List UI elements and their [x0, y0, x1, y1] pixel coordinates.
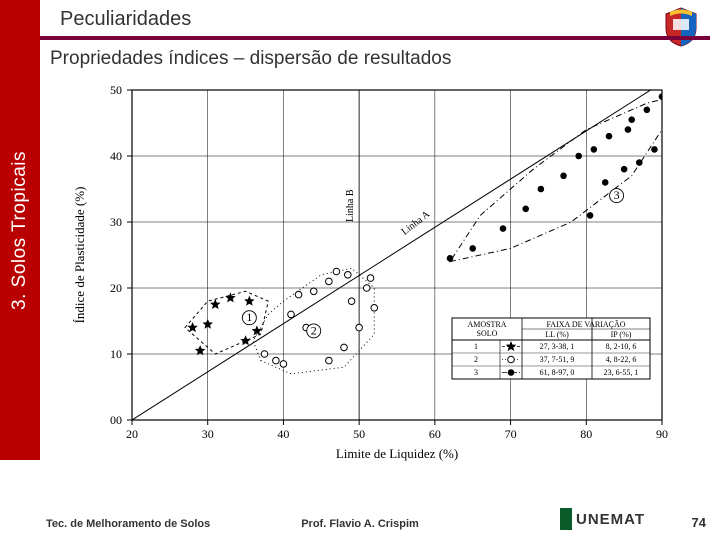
shield-icon	[662, 6, 700, 48]
svg-text:Linha B: Linha B	[345, 189, 356, 222]
slide-title: Peculiaridades	[60, 8, 191, 31]
svg-text:27, 3-38, 1: 27, 3-38, 1	[540, 342, 575, 351]
slide-subtitle: Propriedades índices – dispersão de resu…	[50, 48, 451, 70]
svg-text:8, 2-10, 6: 8, 2-10, 6	[606, 342, 637, 351]
plasticity-chart: 20 30 40 50 60 70 80 90 00 10 20 30 40 50 Limite de Li…	[62, 80, 692, 480]
svg-text:60: 60	[429, 427, 441, 441]
svg-text:80: 80	[580, 427, 592, 441]
svg-text:23, 6-55, 1: 23, 6-55, 1	[604, 368, 639, 377]
svg-text:1: 1	[474, 342, 478, 351]
svg-text:Limite de Liquidez (%): Limite de Liquidez (%)	[336, 446, 458, 461]
logo-text: UNEMAT	[576, 511, 645, 528]
svg-text:LL (%): LL (%)	[545, 330, 569, 339]
footer: Tec. de Melhoramento de Solos Prof. Flav…	[0, 504, 720, 534]
svg-text:2: 2	[474, 355, 478, 364]
svg-text:SOLO: SOLO	[477, 329, 498, 338]
svg-text:40: 40	[110, 149, 122, 163]
svg-text:20: 20	[110, 281, 122, 295]
svg-text:30: 30	[202, 427, 214, 441]
svg-text:50: 50	[353, 427, 365, 441]
svg-text:90: 90	[656, 427, 668, 441]
svg-text:30: 30	[110, 215, 122, 229]
title-rule	[10, 36, 710, 40]
section-sidebar: 3. Solos Tropicais	[0, 0, 40, 460]
svg-text:Índice de Plasticidade (%): Índice de Plasticidade (%)	[72, 187, 87, 324]
svg-text:70: 70	[505, 427, 517, 441]
logo-mark-icon	[560, 508, 572, 530]
svg-text:4, 8-22, 6: 4, 8-22, 6	[606, 355, 637, 364]
page-number: 74	[692, 515, 706, 530]
svg-text:00: 00	[110, 413, 122, 427]
svg-text:10: 10	[110, 347, 122, 361]
svg-text:37, 7-51, 9: 37, 7-51, 9	[540, 355, 575, 364]
svg-text:40: 40	[277, 427, 289, 441]
crest-logo	[662, 6, 700, 48]
svg-text:2: 2	[311, 323, 317, 337]
svg-text:50: 50	[110, 83, 122, 97]
svg-text:AMOSTRA: AMOSTRA	[467, 320, 506, 329]
svg-text:FAIXA DE VARIAÇÃO: FAIXA DE VARIAÇÃO	[546, 319, 625, 329]
section-label: 3. Solos Tropicais	[9, 151, 31, 310]
svg-text:20: 20	[126, 427, 138, 441]
svg-text:3: 3	[614, 188, 620, 202]
svg-text:61, 8-97, 0: 61, 8-97, 0	[540, 368, 575, 377]
slide: Peculiaridades Propriedades índices – di…	[0, 0, 720, 540]
unemat-logo: UNEMAT	[560, 506, 670, 532]
svg-text:1: 1	[246, 310, 252, 324]
svg-text:3: 3	[474, 368, 478, 377]
svg-text:IP (%): IP (%)	[611, 330, 632, 339]
